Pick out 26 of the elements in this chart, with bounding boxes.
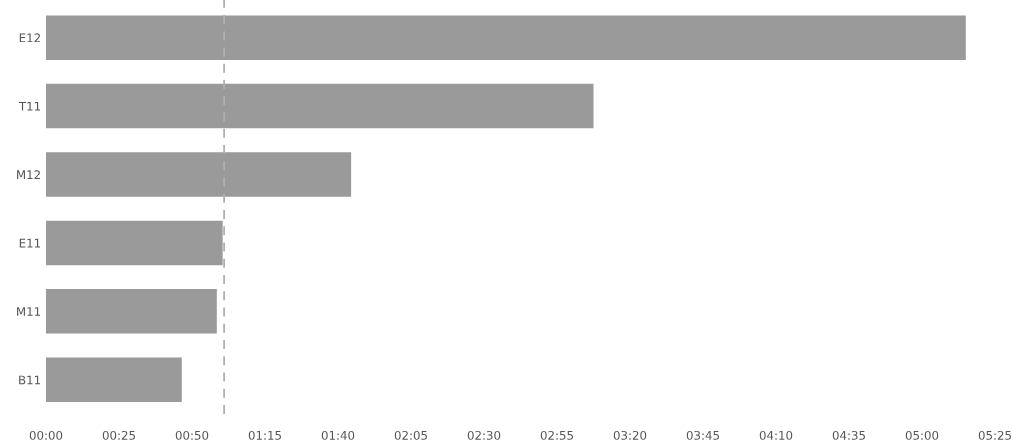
bar — [46, 15, 966, 60]
x-tick-label: 02:55 — [540, 430, 573, 440]
y-tick-label: M11 — [17, 307, 41, 316]
y-tick-label: T11 — [18, 101, 41, 111]
bar — [46, 220, 223, 266]
x-tick-label: 02:05 — [394, 430, 427, 440]
y-tick-label: M12 — [17, 170, 40, 179]
x-tick-label: 00:00 — [29, 430, 63, 440]
x-tick-label: 05:25 — [978, 430, 1011, 440]
x-tick-label: 05:00 — [905, 430, 939, 440]
bar — [46, 83, 594, 129]
y-tick-label: E12 — [19, 33, 40, 43]
y-tick-label: B11 — [19, 375, 41, 385]
x-tick-label: 03:20 — [613, 430, 647, 440]
bar — [46, 152, 352, 197]
x-tick-label: 04:10 — [759, 430, 793, 440]
x-tick-label: 02:30 — [467, 430, 501, 440]
x-tick-label: 01:40 — [321, 430, 355, 440]
x-tick-label: 03:45 — [686, 430, 719, 440]
bar — [46, 289, 217, 334]
x-tick-label: 00:50 — [175, 430, 209, 440]
bar — [46, 357, 182, 403]
x-tick-label: 04:35 — [832, 430, 865, 440]
x-tick-label: 01:15 — [248, 430, 281, 440]
x-tick-label: 00:25 — [102, 430, 135, 440]
y-tick-label: E11 — [19, 238, 41, 248]
